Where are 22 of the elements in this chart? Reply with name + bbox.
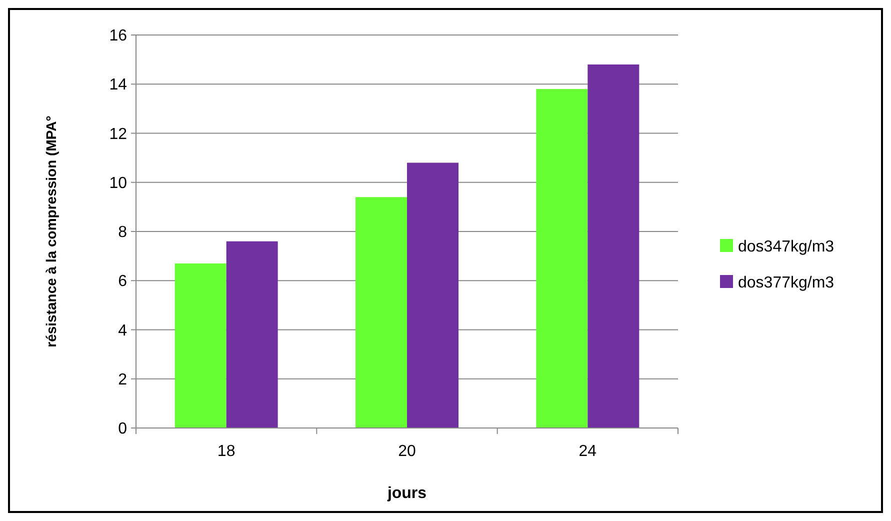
legend-label: dos377kg/m3 bbox=[738, 274, 834, 292]
y-tick-label: 10 bbox=[109, 174, 128, 192]
bar bbox=[407, 162, 458, 428]
y-tick-label: 14 bbox=[109, 76, 128, 94]
y-tick-label: 6 bbox=[118, 273, 128, 290]
y-tick-label: 8 bbox=[118, 224, 128, 242]
bar bbox=[588, 64, 640, 428]
bar bbox=[356, 197, 407, 428]
y-tick-label: 2 bbox=[118, 371, 128, 388]
x-tick-label: 24 bbox=[578, 443, 597, 460]
y-tick-label: 4 bbox=[118, 322, 128, 340]
x-axis-title: jours bbox=[386, 485, 427, 502]
x-tick-label: 18 bbox=[217, 443, 236, 460]
y-tick-label: 12 bbox=[109, 126, 128, 143]
bar bbox=[536, 89, 588, 428]
x-tick-label: 20 bbox=[398, 443, 416, 460]
y-tick-label: 16 bbox=[109, 28, 128, 45]
y-axis-title: résistance à la compression (MPA° bbox=[43, 116, 59, 348]
legend-label: dos347kg/m3 bbox=[738, 238, 834, 256]
y-tick-label: 0 bbox=[118, 420, 128, 438]
bar bbox=[174, 263, 226, 428]
bar bbox=[226, 241, 278, 428]
